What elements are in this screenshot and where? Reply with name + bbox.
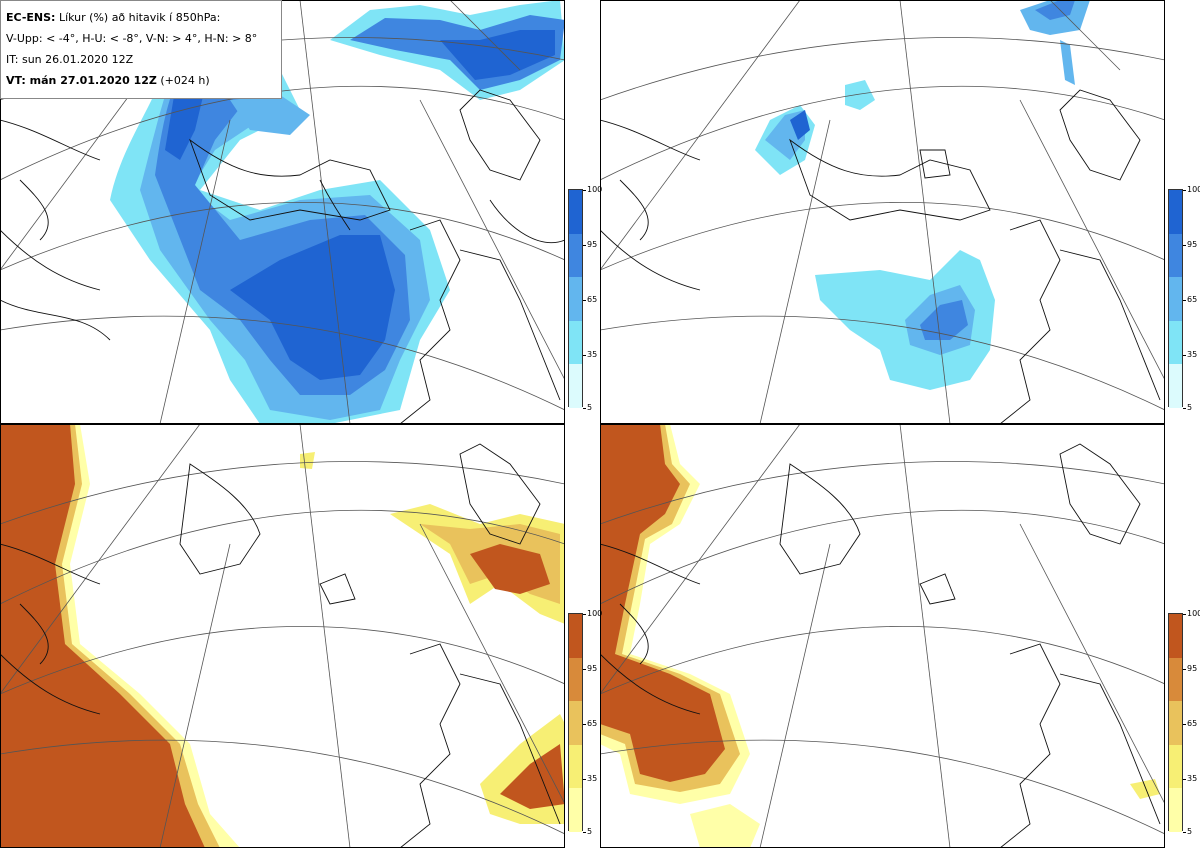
colorbar-tick-label: 35 [582, 774, 598, 783]
colorbar-tick-label: 100 [1182, 610, 1200, 618]
colorbar-segment [569, 190, 582, 235]
probability-field [755, 0, 1090, 390]
probability-map [600, 424, 1165, 848]
coastlines [0, 443, 561, 848]
colorbar-segment [1169, 657, 1182, 702]
map-panel-warm-8 [600, 424, 1165, 848]
legend-line-4: VT: mán 27.01.2020 12Z (+024 h) [6, 74, 210, 87]
colorbar-tick-label: 95 [582, 664, 598, 673]
graticule [600, 0, 1165, 424]
colorbar-segment [569, 320, 582, 365]
colorbar-segment [569, 744, 582, 789]
map-panel-cold-4 [0, 0, 565, 424]
colorbar-tick-label: 65 [582, 719, 598, 728]
colorbar-segment [569, 233, 582, 278]
probability-map [0, 424, 565, 848]
colorbar-segment [1169, 788, 1182, 833]
graticule [0, 424, 565, 848]
colorbar-tick-label: 35 [1182, 774, 1198, 783]
colorbar-segment [1169, 320, 1182, 365]
colorbar-segment [1169, 744, 1182, 789]
legend-line-1: EC-ENS: Líkur (%) að hitavik í 850hPa: [6, 11, 221, 24]
probability-map [0, 0, 565, 424]
colorbar-tick-label: 5 [1182, 827, 1193, 836]
colorbar-segment [1169, 190, 1182, 235]
coastlines [0, 89, 565, 424]
colorbar-tick-label: 95 [1182, 664, 1198, 673]
colorbar-warm-1 [568, 613, 583, 833]
legend-line-3: IT: sun 26.01.2020 12Z [6, 53, 134, 66]
colorbar-segment [1169, 614, 1182, 659]
colorbar-warm-2 [1168, 613, 1183, 833]
colorbar-tick-label: 95 [582, 240, 598, 249]
map-panel-warm-4 [0, 424, 565, 848]
colorbar-segment [1169, 364, 1182, 409]
probability-field [0, 424, 565, 848]
colorbar-segment [1169, 701, 1182, 746]
colorbar-segment [1169, 277, 1182, 322]
colorbar-cold-2 [1168, 189, 1183, 409]
coastlines [600, 443, 1161, 848]
colorbar-tick-label: 5 [582, 403, 593, 412]
colorbar-segment [569, 277, 582, 322]
coastlines [600, 89, 1161, 424]
probability-field [110, 0, 565, 424]
colorbar-segment [569, 701, 582, 746]
colorbar-tick-label: 5 [1182, 403, 1193, 412]
colorbar-tick-label: 100 [582, 609, 603, 618]
colorbar-tick-label: 65 [1182, 295, 1198, 304]
colorbar-tick-label: 65 [582, 295, 598, 304]
colorbar-segment [569, 614, 582, 659]
colorbar-segment [569, 364, 582, 409]
graticule [600, 424, 1165, 848]
graticule [0, 0, 565, 424]
colorbar-tick-label: 65 [1182, 719, 1198, 728]
colorbar-tick-label: 100 [582, 185, 603, 194]
probability-map [600, 0, 1165, 424]
colorbar-tick-label: 95 [1182, 240, 1198, 249]
colorbar-segment [1169, 233, 1182, 278]
legend-line-2: V-Upp: < -4°, H-U: < -8°, V-N: > 4°, H-N… [6, 32, 258, 45]
colorbar-tick-label: 35 [1182, 350, 1198, 359]
colorbar-tick-label: 100 [1182, 186, 1200, 194]
probability-field [600, 424, 1160, 848]
colorbar-segment [569, 657, 582, 702]
map-panel-cold-8 [600, 0, 1165, 424]
colorbar-tick-label: 5 [582, 827, 593, 836]
colorbar-cold-1 [568, 189, 583, 409]
legend-box: EC-ENS: Líkur (%) að hitavik í 850hPa: V… [0, 0, 282, 99]
colorbar-segment [569, 788, 582, 833]
colorbar-tick-label: 35 [582, 350, 598, 359]
